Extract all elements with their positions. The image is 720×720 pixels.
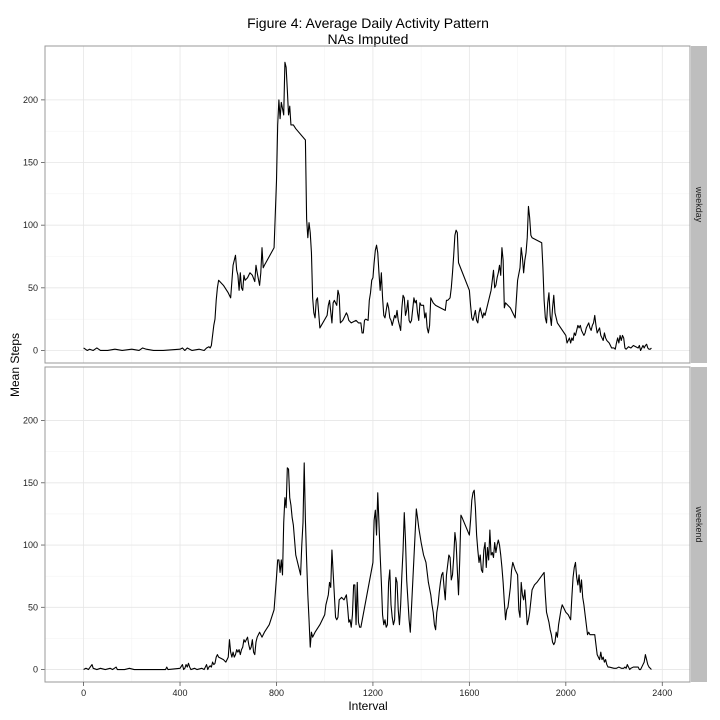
y-tick-label: 0 bbox=[33, 345, 38, 355]
y-tick-label: 50 bbox=[28, 602, 38, 612]
x-tick-label: 2000 bbox=[556, 688, 576, 698]
chart-title: Figure 4: Average Daily Activity Pattern bbox=[247, 15, 489, 31]
y-tick-label: 200 bbox=[23, 95, 38, 105]
y-tick-label: 150 bbox=[23, 478, 38, 488]
x-tick-label: 0 bbox=[81, 688, 86, 698]
y-tick-label: 50 bbox=[28, 283, 38, 293]
facet-label-weekday: weekday bbox=[694, 186, 704, 223]
y-tick-label: 150 bbox=[23, 158, 38, 168]
panel-border bbox=[44, 366, 691, 683]
facet-panels: 0 50 100 150 200 weekday 0 50 100 150 200 weekend bbox=[23, 45, 707, 683]
y-tick-label: 100 bbox=[23, 220, 38, 230]
x-tick-label: 1200 bbox=[363, 688, 383, 698]
x-tick-label: 400 bbox=[173, 688, 188, 698]
x-axis: 0 400 800 1200 1600 2000 2400 bbox=[81, 682, 672, 698]
panel-weekend: 0 50 100 150 200 weekend bbox=[23, 366, 707, 683]
chart-subtitle: NAs Imputed bbox=[328, 31, 409, 47]
panel-weekday: 0 50 100 150 200 weekday bbox=[23, 45, 707, 364]
x-tick-label: 800 bbox=[269, 688, 284, 698]
x-tick-label: 1600 bbox=[459, 688, 479, 698]
series-line-weekday bbox=[83, 61, 652, 352]
y-tick-label: 0 bbox=[33, 665, 38, 675]
series-line-weekend bbox=[83, 462, 652, 671]
y-axis-title: Mean Steps bbox=[8, 333, 22, 397]
facet-strip bbox=[691, 46, 707, 363]
y-tick-label: 100 bbox=[23, 540, 38, 550]
y-tick-label: 200 bbox=[23, 416, 38, 426]
panel-border bbox=[44, 45, 691, 364]
facet-label-weekend: weekend bbox=[694, 505, 704, 542]
facet-strip bbox=[691, 367, 707, 682]
x-tick-label: 2400 bbox=[652, 688, 672, 698]
x-axis-title: Interval bbox=[348, 699, 387, 713]
